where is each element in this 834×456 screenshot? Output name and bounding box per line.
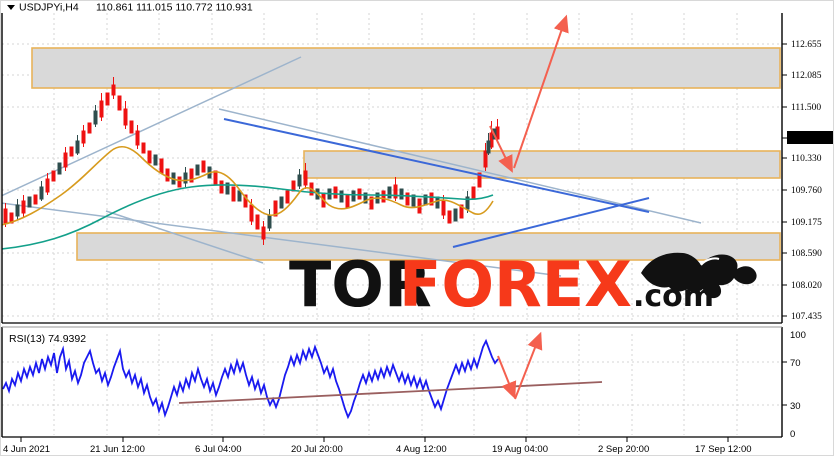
price-tick-8: 108.020 [791,281,822,291]
triangle-down-icon[interactable] [7,5,15,10]
rsi-arrow-down [497,355,517,400]
rsi-pane: 100 70 30 0 RSI(13) 74.9392 [1,326,806,440]
watermark-forex: FOREX [399,248,632,321]
price-tick-0: 112.655 [791,40,822,50]
moving-average-slow [2,184,494,250]
forecast-arrows [489,14,569,173]
bull-icon [641,252,757,299]
time-tick-4: 4 Aug 12:00 [396,444,447,455]
ohlc-values: 110.861 111.015 110.772 110.931 [96,2,253,14]
price-tick-5: 109.760 [791,186,822,196]
symbol-timeframe-label: USDJPYi,H4 [19,2,79,14]
rsi-trendline [178,381,603,404]
rsi-forecast-arrows [497,331,543,400]
price-pane: 112.655 112.085 111.500 110.931 110.330 … [1,13,834,324]
supply-zone-upper [31,47,781,89]
current-price-badge-bg [787,131,833,144]
price-tick-7: 108.590 [791,249,822,259]
time-tick-7: 17 Sep 12:00 [695,444,752,455]
rsi-tick-30: 30 [790,401,801,412]
forecast-arrow-down [489,125,513,173]
time-tick-2: 6 Jul 04:00 [195,444,241,455]
time-tick-6: 2 Sep 20:00 [598,444,649,455]
rsi-axis[interactable]: 100 70 30 0 [781,327,806,440]
candlestick-series [3,77,500,245]
time-tick-0: 4 Jun 2021 [3,444,50,455]
moving-average-fast [2,145,494,226]
price-tick-9: 107.435 [791,312,822,322]
price-tick-1: 112.085 [791,71,822,81]
price-tick-4: 110.330 [791,154,822,164]
price-axis[interactable]: 112.655 112.085 111.500 110.931 110.330 … [781,13,834,323]
forecast-arrow-up [513,14,569,169]
watermark: TOR FOREX .com [289,248,757,321]
current-price-badge: 110.931 [790,134,821,144]
rsi-line [2,338,499,420]
rsi-label: RSI(13) 74.9392 [9,333,86,345]
price-tick-2: 111.500 [791,103,821,113]
time-tick-3: 20 Jul 20:00 [291,444,343,455]
rsi-arrow-up [514,331,543,400]
time-tick-1: 21 Jun 12:00 [90,444,145,455]
secondary-trendlines [2,56,702,277]
rsi-tick-70: 70 [790,358,801,369]
rsi-tick-0: 0 [790,429,795,440]
chart-header[interactable]: USDJPYi,H4 110.861 111.015 110.772 110.9… [1,1,834,14]
supply-zone-middle [303,150,781,179]
rsi-gridlines [2,361,782,406]
watermark-tor: TOR [289,248,432,321]
time-tick-5: 19 Aug 04:00 [492,444,548,455]
time-axis[interactable]: 4 Jun 2021 21 Jun 12:00 6 Jul 04:00 20 J… [3,437,752,455]
primary-trendlines [223,118,650,248]
rsi-tick-100: 100 [790,330,806,341]
price-tick-6: 109.175 [791,218,822,228]
